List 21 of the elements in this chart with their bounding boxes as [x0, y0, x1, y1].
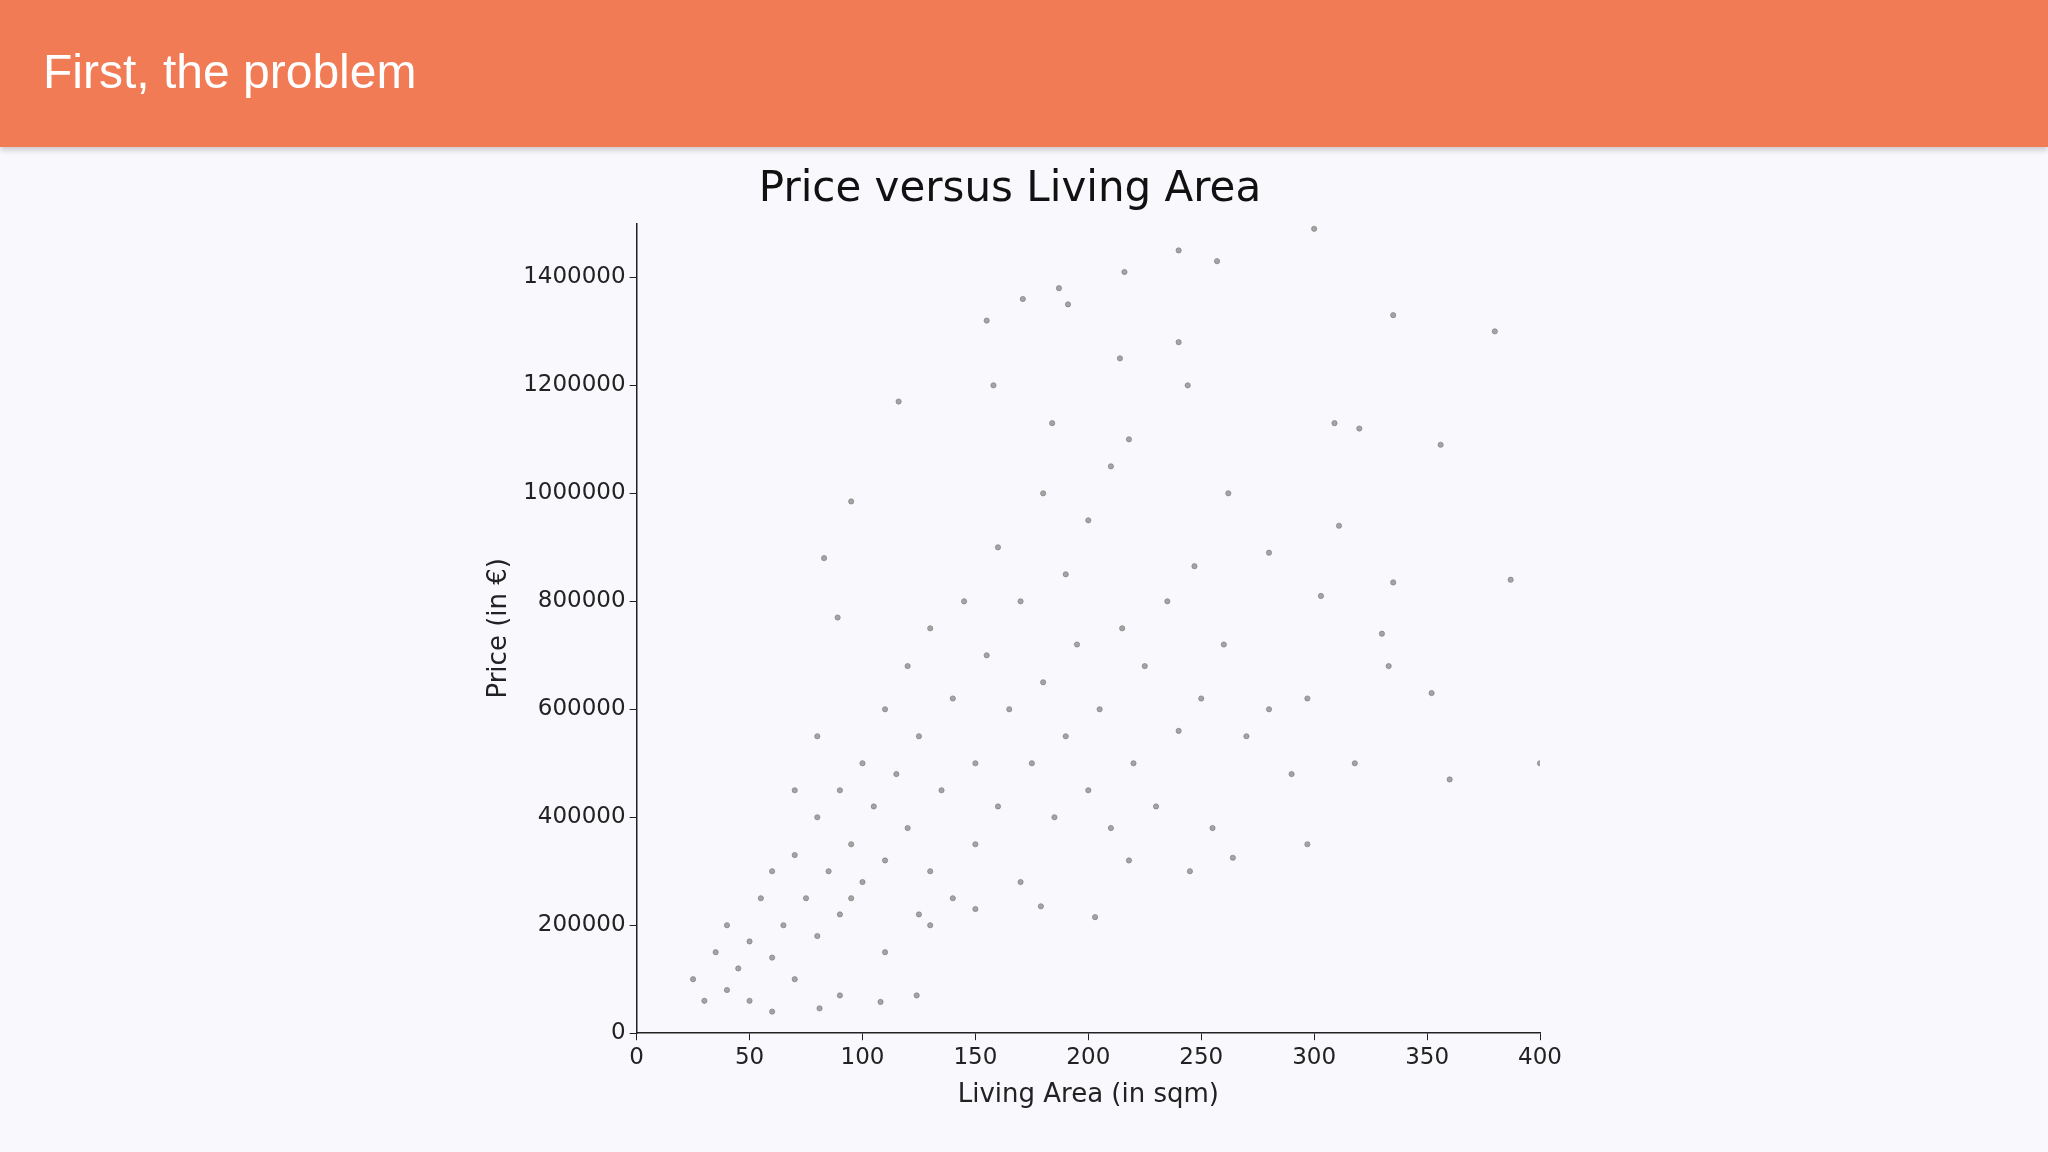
y-tick-label: 1400000: [523, 262, 626, 289]
y-tick-label: 1200000: [523, 370, 626, 397]
y-axis-title: Price (in €): [482, 558, 513, 699]
y-tick-label: 1000000: [523, 478, 626, 505]
text: First, the problem: [43, 44, 417, 99]
y-tick-label: 400000: [537, 802, 626, 829]
x-tick-label: 250: [1179, 1042, 1224, 1069]
x-tick-label: 0: [629, 1042, 644, 1069]
x-tick-label: 350: [1405, 1042, 1450, 1069]
x-tick-label: 200: [1066, 1042, 1111, 1069]
y-tick-label: 600000: [537, 694, 626, 721]
y-tick-label: 800000: [537, 586, 626, 613]
y-tick-label: 0: [610, 1018, 626, 1045]
chart-title: Price versus Living Area: [758, 162, 1262, 212]
x-tick-label: 150: [953, 1042, 998, 1069]
x-tick-label: 400: [1518, 1042, 1562, 1069]
x-axis-title: Living Area (in sqm): [957, 1078, 1219, 1109]
x-tick-label: 300: [1292, 1042, 1337, 1069]
x-tick-label: 50: [734, 1042, 765, 1069]
x-tick-label: 100: [840, 1042, 885, 1069]
y-tick-label: 200000: [537, 910, 626, 937]
